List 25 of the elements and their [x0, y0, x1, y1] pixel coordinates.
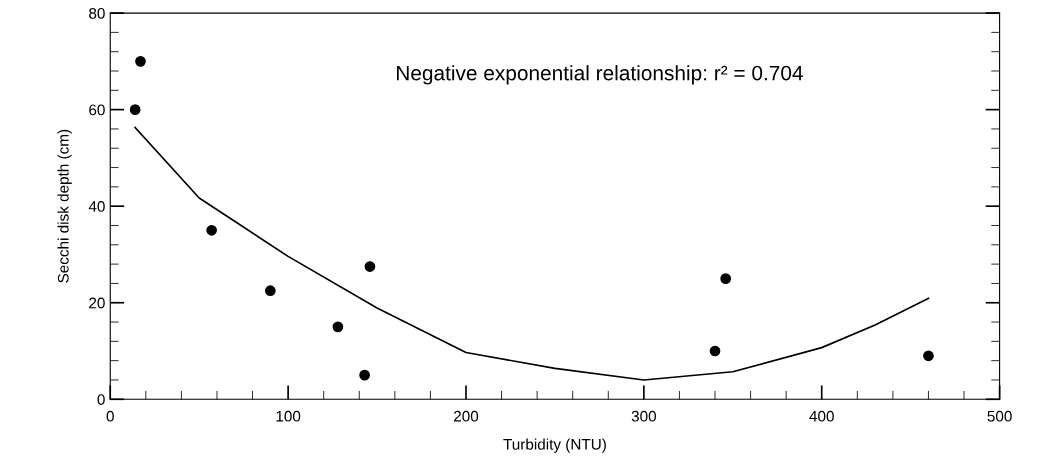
point [264, 285, 276, 297]
y-tick-label: 80 [89, 7, 105, 19]
annotation: Negative exponential relationship: r² = 0.704 [396, 65, 803, 85]
point [206, 224, 217, 236]
x-tick-label: 100 [276, 410, 301, 422]
point [129, 104, 141, 115]
y-tick-label: 20 [89, 297, 105, 309]
point [364, 261, 376, 272]
x-axis-title: Turbidity (NTU) [503, 438, 606, 453]
y-tick-label: 40 [88, 201, 105, 212]
y-tick-label: 60 [89, 104, 105, 116]
point [359, 369, 370, 381]
x-tick-label: 500 [987, 410, 1012, 422]
point [923, 350, 934, 362]
x-tick-label: 0 [106, 410, 114, 422]
y-axis-title: Secchi disk depth (cm) [57, 129, 72, 283]
y-tick-label: 0 [97, 394, 105, 405]
x-tick-label: 200 [454, 410, 479, 422]
line-series [134, 126, 930, 381]
point [709, 345, 721, 357]
point [720, 273, 732, 284]
x-tick-label: 400 [809, 410, 834, 422]
point [135, 55, 146, 67]
point [332, 321, 344, 333]
x-tick-label: 300 [631, 410, 657, 422]
